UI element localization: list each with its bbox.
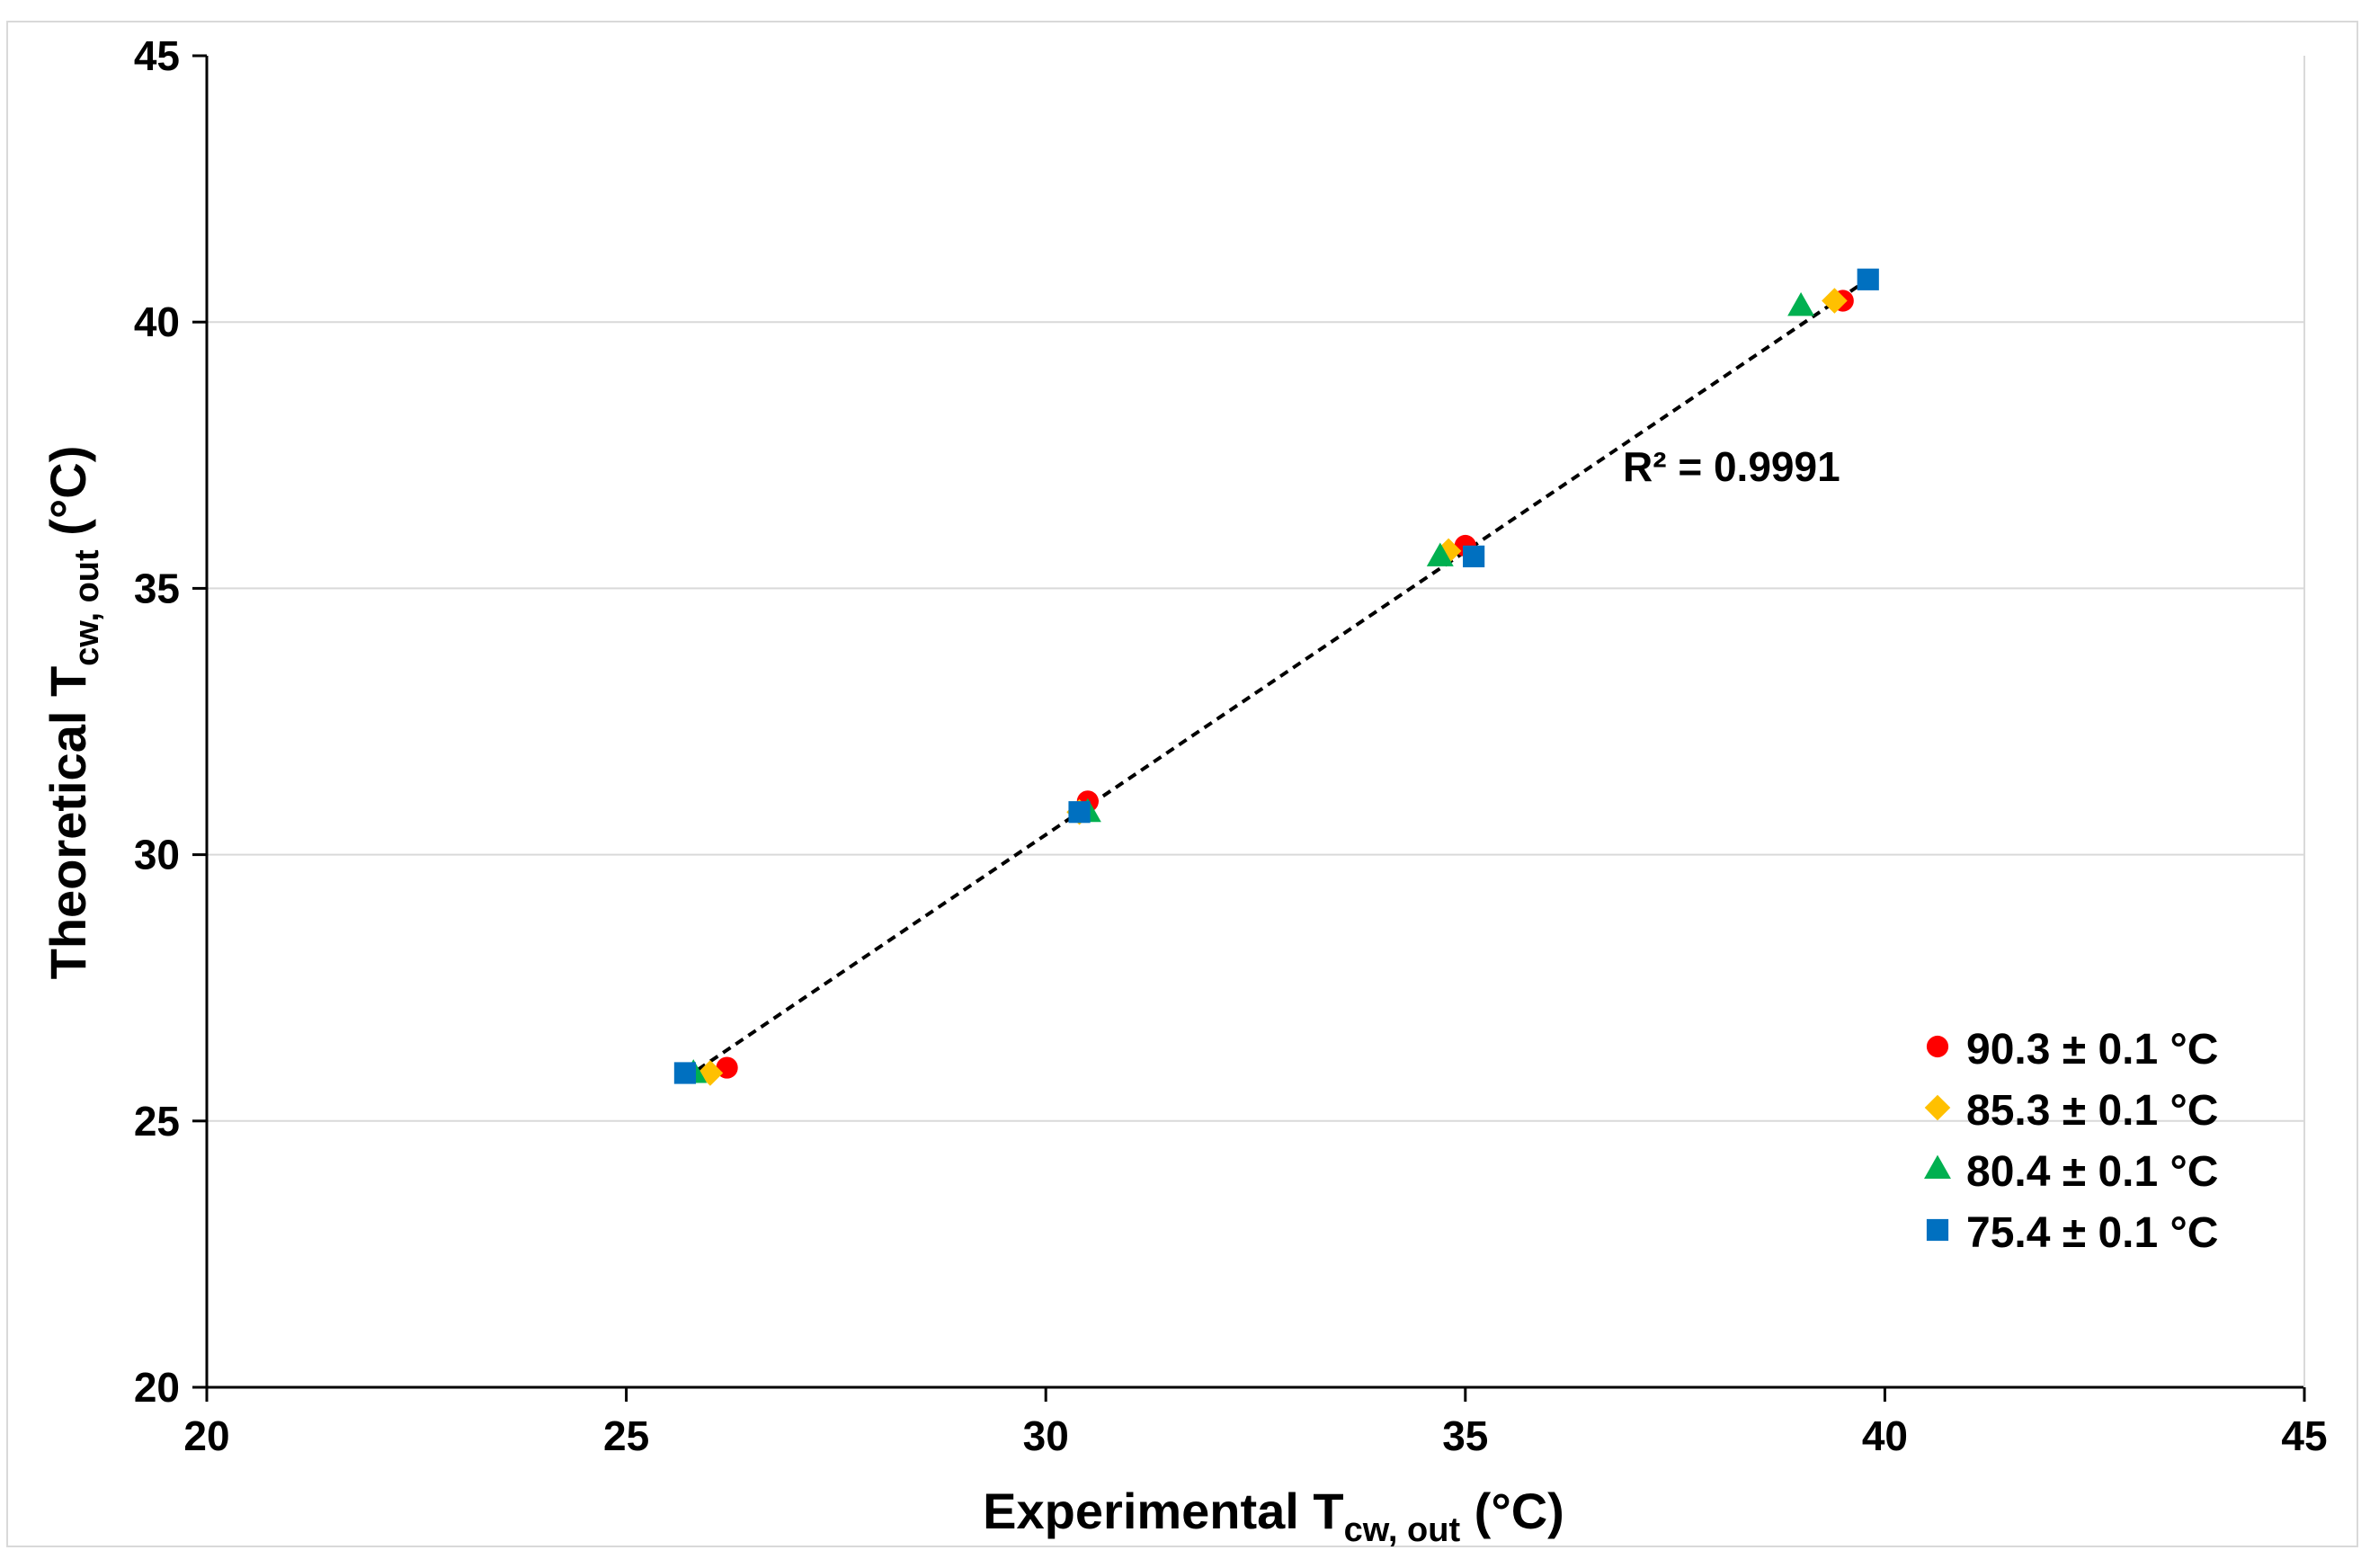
- legend-marker-triangle: [1924, 1154, 1951, 1179]
- annotations: R² = 0.9991: [1623, 443, 1840, 490]
- x-tick-label: 25: [603, 1412, 649, 1459]
- data-point-square: [673, 1062, 697, 1084]
- y-tick-label: 25: [134, 1098, 180, 1145]
- x-tick-label: 30: [1023, 1412, 1069, 1459]
- legend-label: 90.3 ± 0.1 °C: [1966, 1026, 2218, 1074]
- gridlines: [207, 321, 2304, 1122]
- chart-outer-border: [6, 21, 2358, 1547]
- y-axis-title-main: Theoretical T: [40, 666, 96, 980]
- x-axis-title: Experimental Tcw, out (°C): [983, 1483, 1564, 1549]
- x-tick-label: 35: [1442, 1412, 1488, 1459]
- y-tick-label: 40: [134, 298, 180, 345]
- legend-label: 75.4 ± 0.1 °C: [1966, 1209, 2218, 1257]
- trendline: [683, 278, 1869, 1081]
- data-point-triangle: [1787, 292, 1815, 316]
- x-tick-label: 40: [1862, 1412, 1908, 1459]
- axes: [192, 54, 2306, 1402]
- legend-marker-diamond: [1924, 1094, 1951, 1121]
- data-point-square: [1068, 801, 1091, 824]
- data-points: [673, 268, 1879, 1086]
- y-axis-title-sub: cw, out: [68, 549, 106, 666]
- y-tick-label: 30: [134, 832, 180, 878]
- data-point-diamond: [1822, 288, 1848, 314]
- legend: 90.3 ± 0.1 °C 85.3 ± 0.1 °C 80.4 ± 0.1 °C 7…: [1924, 1026, 2218, 1257]
- data-point-triangle: [1426, 542, 1454, 566]
- trendline-layer: [683, 278, 1869, 1081]
- legend-marker-circle: [1926, 1035, 1949, 1058]
- x-tick-label: 45: [2281, 1412, 2327, 1459]
- y-tick-label: 35: [134, 565, 180, 611]
- y-axis-title: Theoretical Tcw, out (°C): [40, 446, 106, 980]
- series-square: [673, 268, 1879, 1084]
- x-axis-title-main: Experimental T: [983, 1483, 1343, 1539]
- x-axis-title-unit: (°C): [1460, 1483, 1564, 1539]
- y-tick-label: 45: [134, 32, 180, 79]
- x-axis-title-sub: cw, out: [1344, 1511, 1461, 1549]
- legend-label: 80.4 ± 0.1 °C: [1966, 1148, 2218, 1196]
- legend-marker-square: [1926, 1218, 1949, 1242]
- data-point-square: [1857, 268, 1879, 290]
- y-tick-label: 20: [134, 1364, 180, 1411]
- legend-label: 85.3 ± 0.1 °C: [1966, 1087, 2218, 1135]
- r-squared-annotation: R² = 0.9991: [1623, 443, 1840, 490]
- y-axis-title-unit: (°C): [40, 446, 96, 550]
- data-point-square: [1463, 545, 1485, 567]
- x-tick-label: 20: [183, 1412, 229, 1459]
